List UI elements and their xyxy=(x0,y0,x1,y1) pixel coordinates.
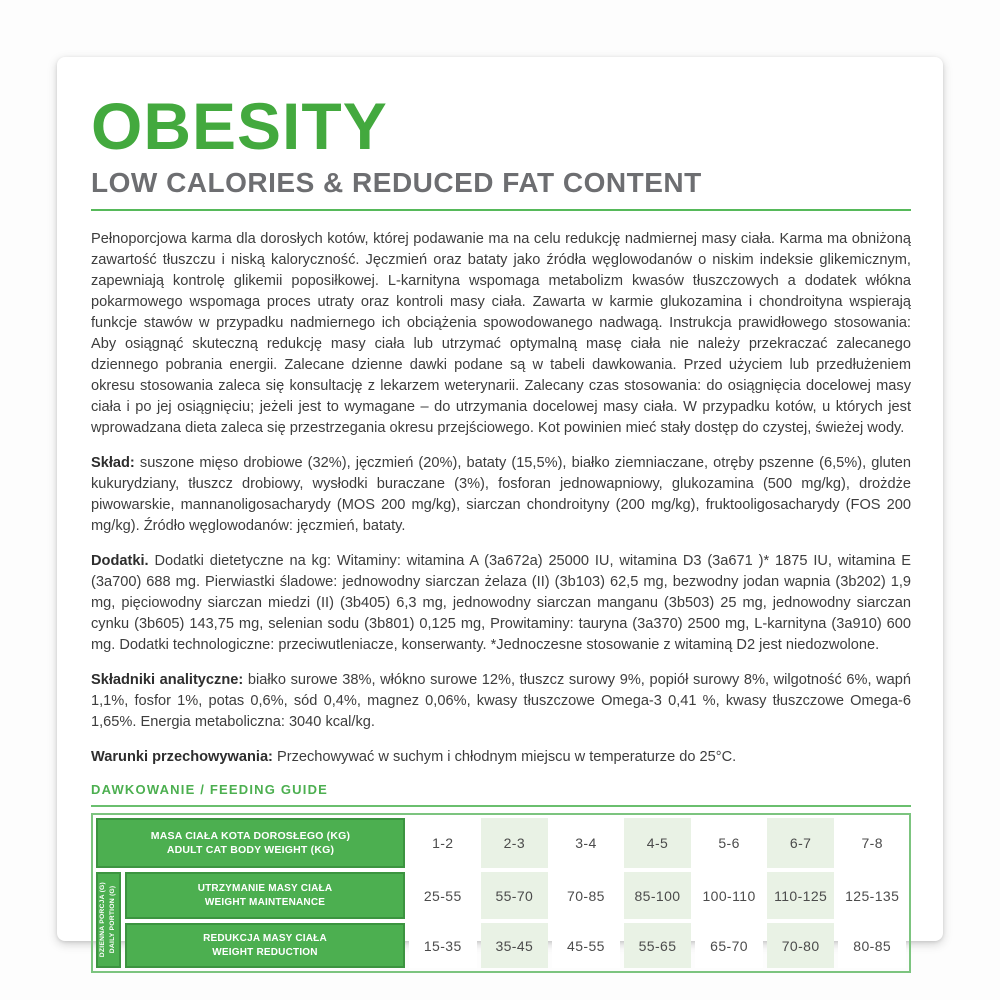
maintenance-value-cell: 110-125 xyxy=(766,872,835,919)
analytical-label: Składniki analityczne: xyxy=(91,672,244,688)
maintenance-value-cell: 70-85 xyxy=(552,872,620,919)
composition-text: suszone mięso drobiowe (32%), jęczmień (… xyxy=(91,455,911,534)
reduction-value-cell: 70-80 xyxy=(766,923,835,968)
maintenance-value-cell: 55-70 xyxy=(480,872,549,919)
maintenance-row-label: UTRZYMANIE MASY CIAŁA WEIGHT MAINTENANCE xyxy=(125,872,405,919)
additives-label: Dodatki. xyxy=(91,553,149,569)
description-paragraph: Pełnoporcjowa karma dla dorosłych kotów,… xyxy=(91,229,911,439)
daily-portion-label-en: DAILY PORTION (g) xyxy=(109,886,117,954)
reduction-label-pl: REDUKCJA MASY CIAŁA xyxy=(203,933,327,944)
product-subtitle: LOW CALORIES & REDUCED FAT CONTENT xyxy=(91,167,702,198)
storage-label: Warunki przechowywania: xyxy=(91,749,273,765)
composition-paragraph: Skład: suszone mięso drobiowe (32%), jęc… xyxy=(91,453,911,537)
weight-range-cell: 2-3 xyxy=(480,818,549,868)
reduction-value-cell: 65-70 xyxy=(695,923,763,968)
daily-portion-side-cell: DZIENNA PORCJA (g) DAILY PORTION (g) xyxy=(96,872,121,968)
reduction-value-cell: 80-85 xyxy=(838,923,906,968)
additives-text: Dodatki dietetyczne na kg: Witaminy: wit… xyxy=(91,553,911,653)
feeding-guide-heading: DAWKOWANIE / FEEDING GUIDE xyxy=(91,782,329,797)
daily-portion-label-pl: DZIENNA PORCJA (g) xyxy=(99,882,107,958)
reduction-value-cell: 35-45 xyxy=(480,923,549,968)
weight-header-pl: MASA CIAŁA KOTA DOROSŁEGO (kg) xyxy=(150,829,351,842)
maintenance-value-cell: 85-100 xyxy=(623,872,692,919)
maintenance-label-en: WEIGHT MAINTENANCE xyxy=(204,896,326,908)
maintenance-value-cell: 25-55 xyxy=(409,872,477,919)
maintenance-label-pl: UTRZYMANIE MASY CIAŁA xyxy=(197,883,333,894)
weight-range-cell: 3-4 xyxy=(552,818,620,868)
weight-range-cell: 7-8 xyxy=(838,818,906,868)
reduction-row-label: REDUKCJA MASY CIAŁA WEIGHT REDUCTION xyxy=(125,923,405,968)
feeding-guide-table: MASA CIAŁA KOTA DOROSŁEGO (kg) ADULT CAT… xyxy=(91,813,911,973)
title-divider xyxy=(91,209,911,211)
reduction-value-cell: 45-55 xyxy=(552,923,620,968)
feeding-guide-divider xyxy=(91,805,911,807)
storage-text: Przechowywać w suchym i chłodnym miejscu… xyxy=(276,749,737,765)
label-card: OBESITY LOW CALORIES & REDUCED FAT CONTE… xyxy=(57,57,943,973)
reduction-value-cell: 55-65 xyxy=(623,923,692,968)
label-body: Pełnoporcjowa karma dla dorosłych kotów,… xyxy=(91,229,911,768)
weight-range-cell: 6-7 xyxy=(766,818,835,868)
maintenance-value-cell: 100-110 xyxy=(695,872,763,919)
analytical-paragraph: Składniki analityczne: białko surowe 38%… xyxy=(91,670,911,733)
reduction-value-cell: 15-35 xyxy=(409,923,477,968)
additives-paragraph: Dodatki. Dodatki dietetyczne na kg: Wita… xyxy=(91,551,911,656)
maintenance-value-cell: 125-135 xyxy=(838,872,906,919)
weight-range-cell: 5-6 xyxy=(695,818,763,868)
composition-label: Skład: xyxy=(91,455,135,471)
reduction-label-en: WEIGHT REDUCTION xyxy=(212,946,318,958)
weight-header-en: ADULT CAT BODY WEIGHT (kg) xyxy=(166,844,335,856)
product-title: OBESITY xyxy=(91,89,388,163)
weight-range-cell: 4-5 xyxy=(623,818,692,868)
analytical-text: białko surowe 38%, włókno surowe 12%, tł… xyxy=(91,672,911,730)
daily-portion-side-label: DZIENNA PORCJA (g) DAILY PORTION (g) xyxy=(98,882,118,957)
storage-paragraph: Warunki przechowywania: Przechowywać w s… xyxy=(91,747,911,768)
weight-range-cell: 1-2 xyxy=(409,818,477,868)
weight-header-cell: MASA CIAŁA KOTA DOROSŁEGO (kg) ADULT CAT… xyxy=(96,818,405,868)
description-text: Pełnoporcjowa karma dla dorosłych kotów,… xyxy=(91,231,911,436)
